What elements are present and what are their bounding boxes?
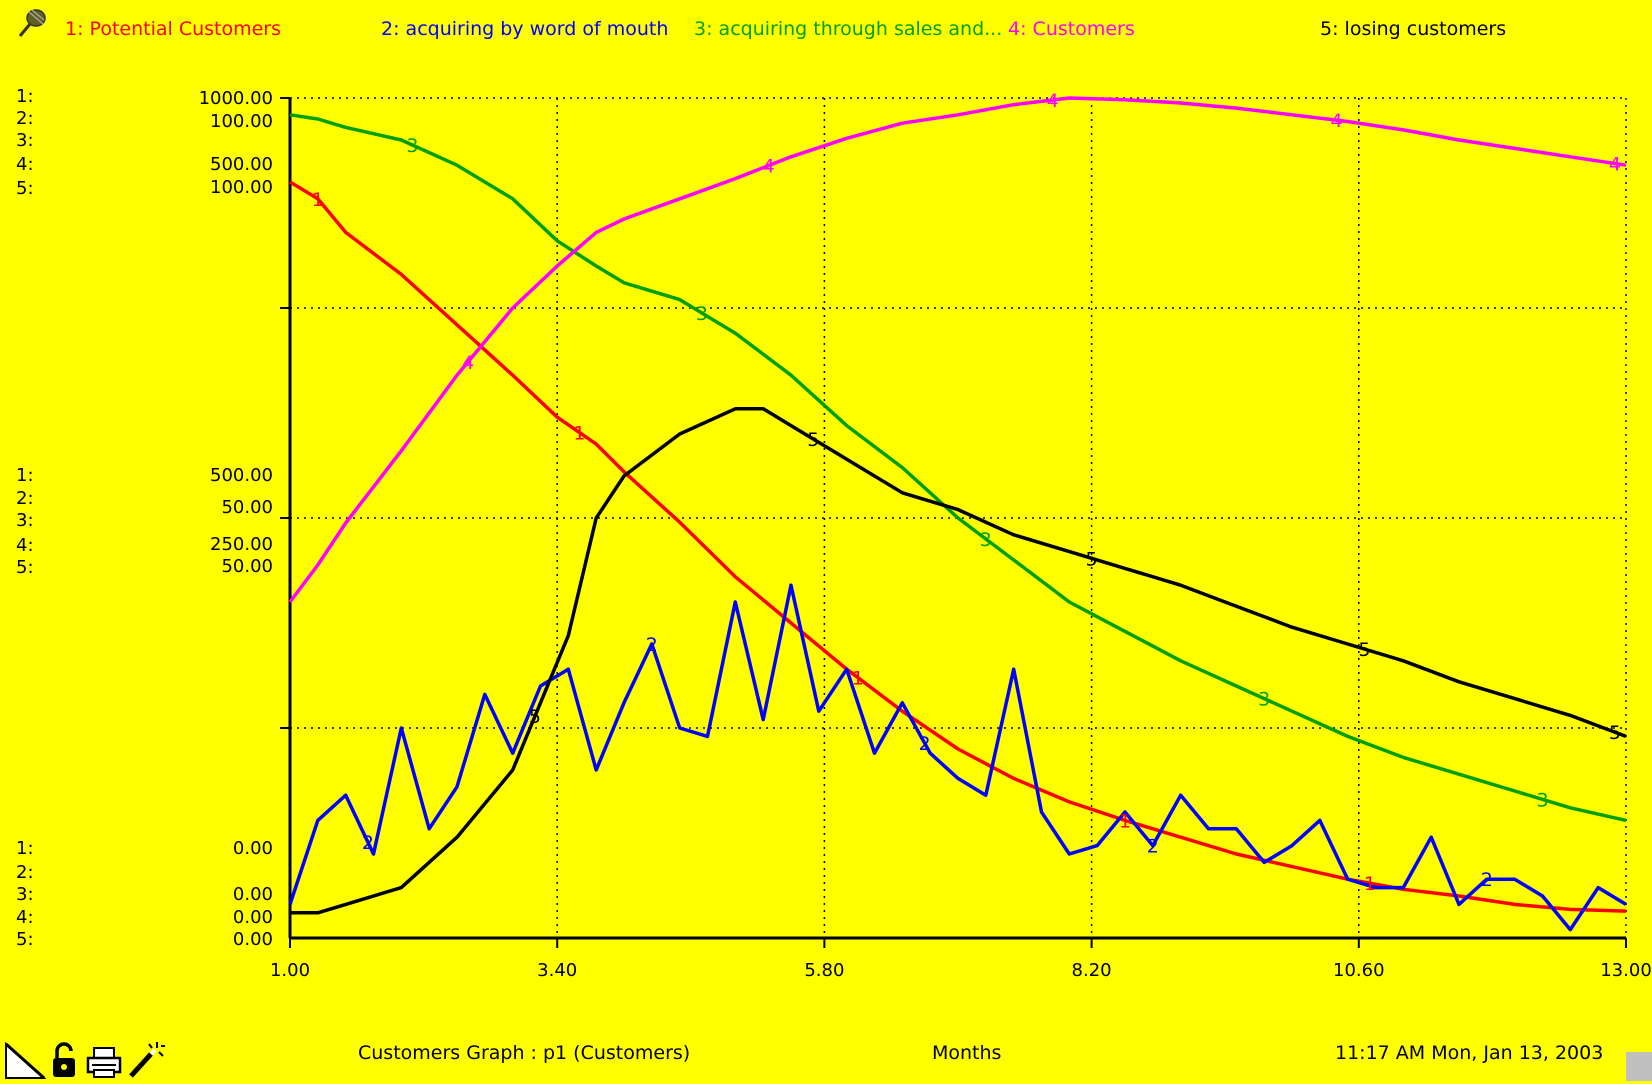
series-marker-3: 3 [1536,789,1548,811]
series-marker-1: 1 [573,423,585,445]
series-label-1: 1: [16,838,34,859]
series-marker-5: 5 [1358,639,1370,661]
scale-bottom-4: 0.00 [232,907,273,928]
series-marker-1: 1 [852,668,864,690]
series-label-3: 3: [16,884,34,905]
x-tick-label: 10.60 [1333,960,1385,981]
x-tick-label: 1.00 [270,960,310,981]
series-label-3: 3: [16,510,34,531]
legend-item-4[interactable]: 4: Customers [1008,18,1135,40]
timestamp: 11:17 AM Mon, Jan 13, 2003 [1335,1042,1604,1064]
series-label-5: 5: [16,178,34,199]
series-label-2: 2: [16,108,34,129]
legend-item-2[interactable]: 2: acquiring by word of mouth [381,18,669,40]
series-marker-4: 4 [763,156,775,178]
series-marker-4: 4 [1609,154,1621,176]
resize-grip[interactable] [1626,1052,1652,1081]
series-label-1: 1: [16,86,34,107]
series-label-2: 2: [16,862,34,883]
series-marker-2: 2 [362,832,374,854]
series-label-4: 4: [16,154,34,175]
graph-title: Customers Graph : p1 (Customers) [358,1042,691,1064]
series-marker-2: 2 [646,634,658,656]
series-marker-5: 5 [529,706,541,728]
series-line-3 [289,113,1627,823]
series-lines [288,96,1627,932]
magic-wand-icon[interactable] [127,1040,165,1080]
x-tick-labels: 1.00 3.40 5.80 8.20 10.60 13.00 [270,960,1652,981]
series-label-3: 3: [16,130,34,151]
series-marker-1: 1 [1364,873,1376,895]
scale-bottom-5: 0.00 [232,929,273,950]
series-marker-1: 1 [312,189,324,211]
series-marker-5: 5 [1086,548,1098,570]
series-label-2: 2: [16,488,34,509]
scale-bottom-1: 0.00 [232,838,273,859]
scale-mid-5: 50.00 [221,556,273,577]
page-corner-icon[interactable] [4,1040,47,1080]
series-marker-2: 2 [1147,836,1159,858]
printer-icon[interactable] [86,1040,122,1080]
scale-mid-1: 500.00 [210,465,273,486]
grid [290,97,1627,938]
series-line-2 [288,583,1627,932]
series-marker-2: 2 [1481,869,1493,891]
scale-bottom-23: 0.00 [232,884,273,905]
series-marker-3: 3 [980,529,992,551]
x-axis-unit: Months [932,1042,1002,1064]
series-marker-4: 4 [1330,110,1342,132]
series-line-5 [290,407,1627,915]
series-marker-3: 3 [406,135,418,157]
series-marker-1: 1 [1119,810,1131,832]
series-marker-3: 3 [696,303,708,325]
series-marker-5: 5 [1609,722,1621,744]
series-marker-4: 4 [1047,90,1059,112]
scale-top-5: 100.00 [210,177,273,198]
series-marker-2: 2 [919,733,931,755]
x-tick-label: 5.80 [804,960,844,981]
series-label-5: 5: [16,557,34,578]
series-line-1 [289,180,1627,913]
series-marker-5: 5 [807,429,819,451]
x-tick-label: 3.40 [537,960,577,981]
scale-top-1: 1000.00 [198,88,273,109]
scale-top-4: 500.00 [210,154,273,175]
legend-item-1[interactable]: 1: Potential Customers [65,18,282,40]
x-tick-label: 13.00 [1600,960,1652,981]
lock-icon[interactable] [50,1040,78,1080]
series-label-4: 4: [16,907,34,928]
series-marker-3: 3 [1258,689,1270,711]
series-label-4: 4: [16,535,34,556]
scale-top-23: 100.00 [210,111,273,132]
series-line-4 [288,96,1627,604]
legend-item-5[interactable]: 5: losing customers [1320,18,1507,40]
scale-mid-4: 250.00 [210,534,273,555]
legend-item-3[interactable]: 3: acquiring through sales and... [694,18,1003,40]
series-label-5: 5: [16,929,34,950]
x-tick-label: 8.20 [1072,960,1112,981]
series-marker-4: 4 [462,352,474,374]
scale-mid-23: 50.00 [221,497,273,518]
axes [280,97,1627,948]
series-label-1: 1: [16,465,34,486]
legend-icon[interactable] [14,6,48,40]
